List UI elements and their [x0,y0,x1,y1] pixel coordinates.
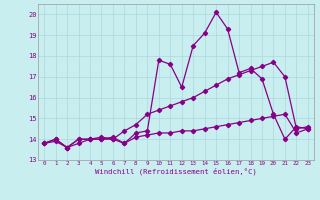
X-axis label: Windchill (Refroidissement éolien,°C): Windchill (Refroidissement éolien,°C) [95,168,257,175]
